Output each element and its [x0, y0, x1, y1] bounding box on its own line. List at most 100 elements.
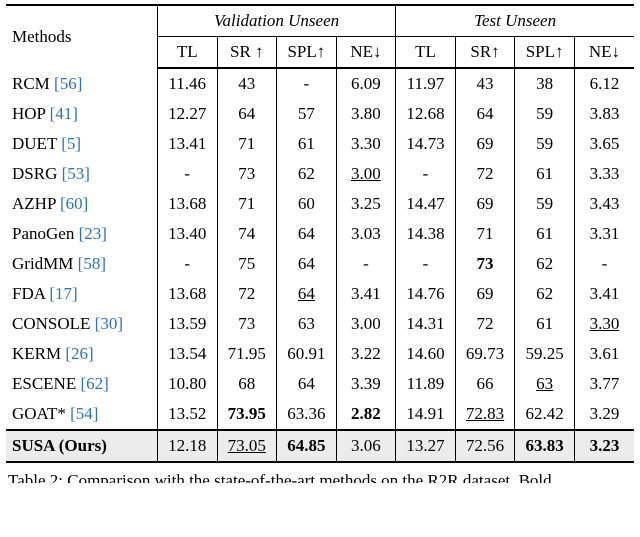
metric-value: 69: [454, 189, 515, 219]
metric-value: 43: [216, 68, 277, 99]
metric-value: 57: [276, 99, 337, 129]
metric-value: 3.23: [573, 429, 634, 462]
table-row: ESCENE [62] 10.80 68 64 3.39 11.89 66 63 3.77: [6, 369, 634, 399]
metric-value: 3.39: [335, 369, 396, 399]
metric-value: 63.36: [276, 399, 337, 430]
table-row: AZHP [60] 13.68 71 60 3.25 14.47 69 59 3.43: [6, 189, 634, 219]
metric-value: 64: [276, 219, 337, 249]
metric-value: 3.43: [573, 189, 634, 219]
methods-header: Methods: [12, 27, 72, 46]
metric-value: 71: [216, 189, 277, 219]
metric-value: 73.05: [216, 429, 277, 462]
metric-value: 13.54: [156, 339, 217, 369]
citation-link[interactable]: [54]: [70, 404, 99, 423]
method-label: DSRG: [12, 164, 58, 183]
metric-value: 75: [216, 249, 277, 279]
metric-value: -: [276, 68, 337, 99]
metric-value: 3.41: [573, 279, 634, 309]
metric-value: -: [156, 249, 217, 279]
method-label: FDA: [12, 284, 46, 303]
citation-link[interactable]: [17]: [49, 284, 78, 303]
metric-value: 3.33: [573, 159, 634, 189]
method-label: PanoGen: [12, 224, 75, 243]
col-header-sr-test: SR↑: [454, 36, 515, 69]
metric-value: 12.18: [156, 429, 217, 462]
metric-value: 3.03: [335, 219, 396, 249]
method-name: PanoGen [23]: [6, 219, 157, 249]
metric-value: 3.77: [573, 369, 634, 399]
citation-link[interactable]: [41]: [49, 104, 78, 123]
method-label: RCM: [12, 73, 50, 93]
citation-link[interactable]: [62]: [80, 374, 109, 393]
citation-link[interactable]: [53]: [61, 164, 90, 183]
metric-value: 3.29: [573, 399, 634, 430]
metric-value: 14.38: [395, 219, 456, 249]
method-label: HOP: [12, 104, 46, 123]
metric-value: 62: [514, 249, 575, 279]
metric-value: 3.30: [573, 309, 634, 339]
citation-link[interactable]: [23]: [78, 224, 107, 243]
metric-value: 72: [216, 279, 277, 309]
metric-value: 73: [454, 249, 515, 279]
metric-value: 11.97: [395, 68, 456, 99]
metric-value: 14.47: [395, 189, 456, 219]
method-name: DUET [5]: [6, 129, 157, 159]
metric-value: 64: [454, 99, 515, 129]
method-name: KERM [26]: [6, 339, 157, 369]
metric-value: 14.76: [395, 279, 456, 309]
metric-value: 13.41: [156, 129, 217, 159]
method-label: KERM: [12, 344, 62, 363]
method-name: ESCENE [62]: [6, 369, 157, 399]
method-name: FDA [17]: [6, 279, 157, 309]
metric-value: -: [335, 249, 396, 279]
metric-value: 13.68: [156, 279, 217, 309]
metric-value: 3.00: [335, 309, 396, 339]
metric-value: 60.91: [276, 339, 337, 369]
metric-value: 14.73: [395, 129, 456, 159]
metric-value: 61: [514, 219, 575, 249]
metric-value: 68: [216, 369, 277, 399]
method-label: ESCENE: [12, 374, 77, 393]
citation-link[interactable]: [60]: [60, 194, 89, 213]
metric-value: 12.68: [395, 99, 456, 129]
validation-unseen-header: Validation Unseen: [156, 5, 396, 37]
metric-value: 3.25: [335, 189, 396, 219]
method-name: GridMM [58]: [6, 249, 157, 279]
metric-value: 62.42: [514, 399, 575, 430]
metric-value: 61: [276, 129, 337, 159]
method-name: AZHP [60]: [6, 189, 157, 219]
table-row-ours: SUSA (Ours) 12.18 73.05 64.85 3.06 13.27 72.56…: [6, 429, 634, 462]
table-row: HOP [41] 12.27 64 57 3.80 12.68 64 59 3.83: [6, 99, 634, 129]
metric-value: 6.12: [573, 68, 634, 99]
table-row: PanoGen [23] 13.40 74 64 3.03 14.38 71 61 3.31: [6, 219, 634, 249]
metric-value: 66: [454, 369, 515, 399]
metric-value: 64.85: [276, 429, 337, 462]
metric-value: 64: [276, 369, 337, 399]
metric-value: 73: [216, 159, 277, 189]
col-header-tl-test: TL: [395, 36, 456, 69]
metric-value: 11.89: [395, 369, 456, 399]
metric-value: 73.95: [216, 399, 277, 430]
citation-link[interactable]: [56]: [54, 73, 83, 93]
citation-link[interactable]: [26]: [65, 344, 94, 363]
method-label: AZHP: [12, 194, 56, 213]
metric-value: 14.91: [395, 399, 456, 430]
metric-value: 73: [216, 309, 277, 339]
metric-value: 2.82: [335, 399, 396, 430]
metric-value: 3.31: [573, 219, 634, 249]
metric-value: 61: [514, 309, 575, 339]
citation-link[interactable]: [5]: [61, 134, 82, 153]
metric-value: 11.46: [156, 68, 217, 99]
metric-value: 72.83: [454, 399, 515, 430]
method-name: GOAT* [54]: [6, 399, 157, 430]
citation-link[interactable]: [58]: [77, 254, 106, 273]
citation-link[interactable]: [30]: [94, 314, 123, 333]
metric-value: 12.27: [156, 99, 217, 129]
col-header-sr-val: SR ↑: [216, 36, 277, 69]
metric-value: 3.61: [573, 339, 634, 369]
metric-value: -: [573, 249, 634, 279]
col-header-ne-test: NE↓: [573, 36, 634, 69]
metric-value: 60: [276, 189, 337, 219]
metric-value: 14.31: [395, 309, 456, 339]
metric-value: 3.41: [335, 279, 396, 309]
